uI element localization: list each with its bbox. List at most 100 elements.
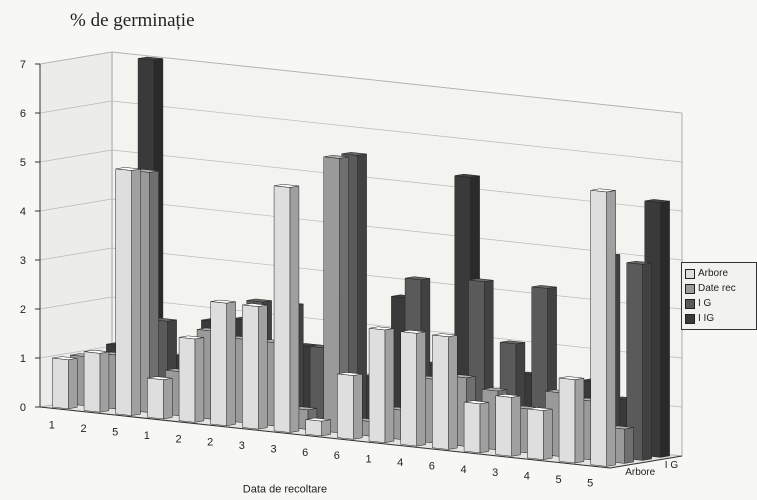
- bar: [178, 335, 205, 423]
- x-tick-label: 1: [144, 430, 150, 442]
- chart-legend: Arbore Date rec I G I IG: [681, 262, 757, 330]
- x-tick-label: 3: [492, 467, 498, 479]
- bar: [400, 329, 426, 447]
- y-tick-label: 3: [20, 255, 26, 267]
- gridline: [39, 149, 683, 212]
- bar-front: [626, 262, 643, 461]
- bar: [323, 155, 349, 434]
- x-tick-label: 4: [460, 464, 466, 476]
- legend-swatch: [685, 283, 695, 294]
- bar: [626, 260, 652, 461]
- legend-item: I G: [685, 296, 753, 311]
- x-tick-label: 6: [429, 460, 435, 472]
- bar: [495, 393, 521, 457]
- bar-front: [463, 401, 481, 454]
- bar-side: [289, 185, 300, 433]
- y-tick-label: 6: [20, 108, 26, 120]
- bar: [368, 326, 395, 443]
- legend-label: I G: [698, 298, 712, 309]
- bar-side: [448, 334, 458, 450]
- bar: [463, 400, 490, 454]
- bar-side: [194, 337, 205, 423]
- bar-front: [337, 373, 354, 440]
- x-tick-label: 4: [524, 471, 530, 483]
- x-tick-label: 6: [334, 450, 340, 462]
- bar-front: [273, 185, 291, 433]
- y-tick-label: 5: [20, 157, 26, 169]
- bar: [558, 376, 585, 464]
- legend-item: I IG: [685, 311, 753, 326]
- legend-swatch: [685, 313, 695, 324]
- x-tick-label: 3: [270, 443, 276, 455]
- bar-side: [479, 402, 490, 454]
- bar-side: [642, 262, 652, 461]
- bar-front: [558, 377, 576, 464]
- depth-axis-label: I G: [665, 460, 679, 471]
- x-tick-label: 4: [397, 457, 403, 469]
- y-tick-label: 2: [20, 304, 26, 316]
- bar-side: [131, 168, 141, 416]
- bar-front: [305, 419, 322, 437]
- bar-side: [511, 395, 521, 457]
- legend-item: Date rec: [685, 281, 753, 296]
- legend-label: Date rec: [698, 283, 736, 294]
- bar: [115, 167, 141, 416]
- y-tick-label: 1: [20, 353, 26, 365]
- legend-label: Arbore: [698, 268, 729, 279]
- bar-side: [321, 419, 331, 437]
- bar: [590, 188, 616, 467]
- bar: [52, 356, 78, 410]
- depth-axis-label: Arbore: [625, 467, 655, 478]
- y-tick-label: 7: [20, 59, 26, 71]
- bar-side: [163, 377, 173, 420]
- bar: [210, 299, 236, 427]
- bar: [273, 184, 300, 433]
- bar: [147, 376, 173, 420]
- bar-side: [660, 200, 670, 458]
- gridline: [39, 198, 683, 261]
- bar: [337, 372, 363, 440]
- legend-swatch: [685, 298, 695, 309]
- bar-front: [147, 377, 164, 420]
- bar-side: [226, 301, 236, 427]
- depth-axis-line: [609, 455, 683, 469]
- bar-front: [178, 337, 196, 423]
- y-tick-label: 0: [20, 402, 26, 414]
- bar-front: [495, 395, 512, 457]
- legend-item: Arbore: [685, 266, 753, 281]
- bar-side: [416, 331, 426, 447]
- bar-front: [368, 328, 386, 443]
- bar-side: [624, 427, 634, 464]
- x-tick-label: 5: [555, 474, 561, 486]
- bar-front: [590, 190, 607, 467]
- bar-front: [323, 156, 340, 434]
- bar-front: [242, 304, 259, 430]
- y-tick-label: 4: [20, 206, 26, 218]
- x-tick-label: 1: [365, 454, 371, 466]
- bar-front: [83, 351, 101, 413]
- bar-front: [400, 331, 417, 447]
- bar-side: [574, 377, 585, 464]
- bar-front: [210, 301, 227, 427]
- bar-side: [543, 408, 553, 460]
- chart-title: % de germinație: [70, 10, 195, 31]
- bar-side: [149, 170, 159, 413]
- bar-side: [384, 328, 395, 443]
- gridline: [39, 51, 683, 114]
- gridline: [39, 100, 683, 163]
- x-tick-label: 3: [239, 440, 245, 452]
- bar-side: [606, 190, 616, 467]
- x-tick-label: 6: [302, 447, 308, 459]
- bar-side: [99, 351, 110, 413]
- x-tick-label: 5: [587, 477, 593, 489]
- bar-side: [353, 373, 363, 440]
- bar-front: [52, 357, 69, 410]
- x-tick-label: 1: [49, 420, 55, 432]
- x-tick-label: 2: [80, 423, 86, 435]
- bar-side: [68, 357, 78, 410]
- x-axis-line: [39, 406, 611, 469]
- bar: [83, 349, 110, 413]
- bar-front: [527, 408, 544, 460]
